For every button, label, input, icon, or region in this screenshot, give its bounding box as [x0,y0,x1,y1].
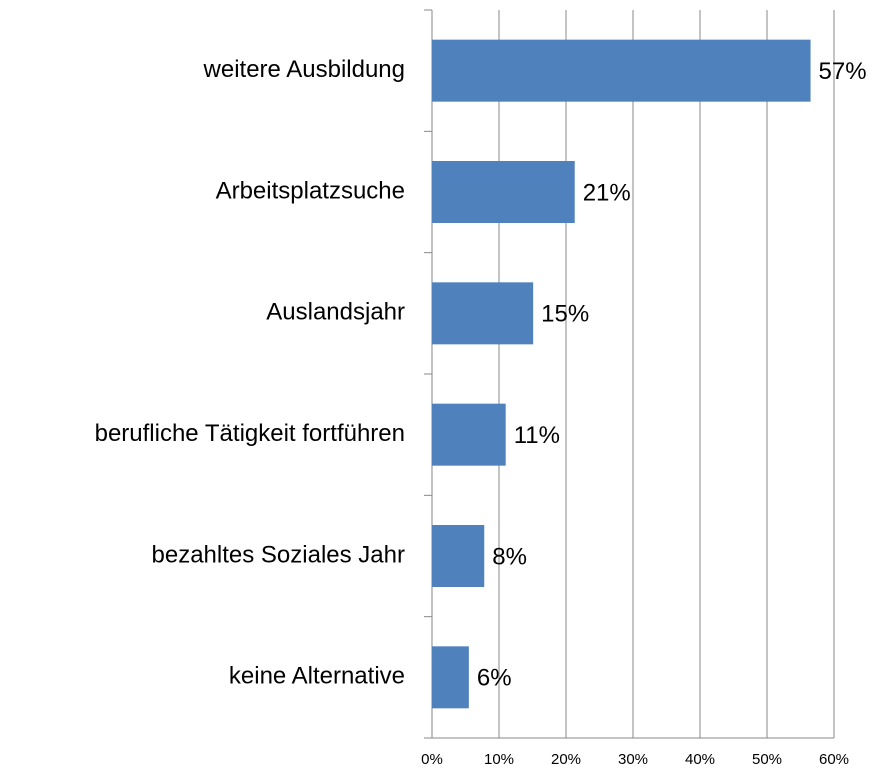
bar [432,525,485,587]
category-label: bezahltes Soziales Jahr [152,541,405,568]
data-label: 8% [492,543,527,570]
x-tick-label: 10% [484,751,514,768]
bar [432,39,811,102]
x-tick-label: 0% [421,751,443,768]
bar [432,161,575,223]
x-tick-label: 40% [685,751,715,768]
bar [432,646,469,709]
data-label: 21% [583,179,631,206]
category-label: berufliche Tätigkeit fortführen [95,420,405,447]
category-label: keine Alternative [229,663,405,690]
bar [432,282,534,345]
category-label: Auslandsjahr [266,299,405,326]
x-tick-label: 20% [551,751,581,768]
category-label: weitere Ausbildung [203,56,405,83]
bar [432,403,506,466]
data-label: 15% [541,301,589,328]
data-label: 57% [819,58,867,85]
category-label: Arbeitsplatzsuche [216,177,405,204]
x-tick-label: 50% [752,751,782,768]
x-tick-label: 30% [618,751,648,768]
data-label: 6% [477,665,512,692]
x-tick-label: 60% [819,751,849,768]
data-label: 11% [514,422,560,449]
